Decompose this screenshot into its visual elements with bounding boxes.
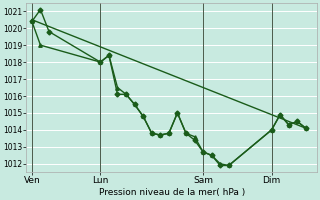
X-axis label: Pression niveau de la mer( hPa ): Pression niveau de la mer( hPa ) [99,188,245,197]
